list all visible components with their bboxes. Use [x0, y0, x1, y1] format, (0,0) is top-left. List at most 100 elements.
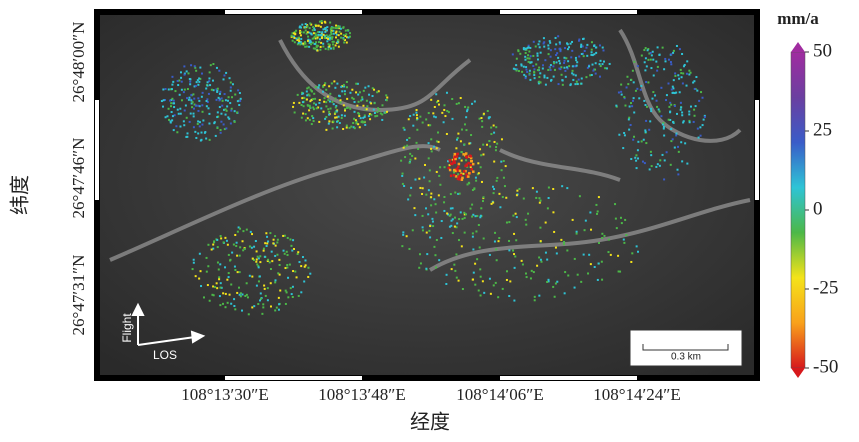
point: [308, 87, 310, 89]
point: [505, 165, 507, 167]
point: [364, 87, 366, 89]
point: [165, 88, 167, 90]
point: [527, 213, 529, 215]
point: [556, 52, 558, 54]
point: [623, 239, 625, 241]
point: [426, 253, 428, 255]
point: [454, 270, 456, 272]
point: [521, 71, 523, 73]
point: [513, 253, 515, 255]
point: [672, 138, 674, 140]
point: [472, 170, 475, 173]
point: [660, 115, 662, 117]
point: [222, 100, 224, 102]
point: [334, 117, 336, 119]
point: [653, 74, 655, 76]
point: [456, 153, 459, 156]
point: [472, 163, 475, 166]
point: [340, 28, 342, 30]
point: [173, 102, 175, 104]
point: [310, 33, 312, 35]
point: [305, 264, 307, 266]
point: [566, 187, 568, 189]
point: [300, 38, 302, 40]
colorbar-unit: mm/a: [777, 9, 819, 28]
point: [453, 174, 456, 177]
point: [301, 117, 303, 119]
point: [563, 67, 565, 69]
point: [220, 129, 222, 131]
point: [291, 293, 293, 295]
point: [525, 224, 527, 226]
point: [174, 90, 176, 92]
point: [508, 295, 510, 297]
point: [203, 296, 205, 298]
point: [514, 267, 516, 269]
point: [325, 89, 327, 91]
point: [274, 279, 276, 281]
point: [305, 29, 307, 31]
point: [299, 32, 301, 34]
point: [303, 97, 305, 99]
point: [564, 70, 566, 72]
point: [292, 40, 294, 42]
point: [362, 105, 364, 107]
point: [313, 120, 315, 122]
point: [199, 121, 201, 123]
point: [559, 62, 561, 64]
point: [220, 121, 222, 123]
point: [334, 112, 336, 114]
point: [624, 219, 626, 221]
point: [255, 261, 257, 263]
point: [441, 112, 443, 114]
point: [518, 70, 520, 72]
point: [347, 29, 349, 31]
point: [295, 30, 297, 32]
point: [274, 309, 276, 311]
point: [335, 27, 337, 29]
point: [547, 44, 549, 46]
point: [386, 99, 388, 101]
point: [543, 37, 545, 39]
point: [368, 85, 370, 87]
point: [325, 129, 327, 131]
point: [672, 86, 674, 88]
point: [457, 169, 460, 172]
point: [495, 149, 497, 151]
point: [429, 169, 431, 171]
point: [339, 31, 341, 33]
point: [351, 89, 353, 91]
point: [591, 41, 593, 43]
point: [351, 97, 353, 99]
x-tick-label: 108°13′48″E: [318, 385, 405, 404]
point: [309, 273, 311, 275]
point: [576, 65, 578, 67]
point: [186, 97, 188, 99]
point: [429, 236, 431, 238]
point: [704, 116, 706, 118]
point: [188, 97, 190, 99]
point: [299, 26, 301, 28]
point: [622, 147, 624, 149]
point: [703, 119, 705, 121]
point: [321, 36, 323, 38]
point: [326, 40, 328, 42]
point: [269, 232, 271, 234]
point: [438, 259, 440, 261]
point: [436, 147, 438, 149]
point: [244, 248, 246, 250]
point: [312, 98, 314, 100]
point: [439, 184, 441, 186]
point: [230, 90, 232, 92]
point: [216, 127, 218, 129]
point: [471, 204, 473, 206]
point: [364, 124, 366, 126]
point: [536, 53, 538, 55]
point: [277, 239, 279, 241]
point: [170, 102, 172, 104]
point: [320, 42, 322, 44]
point: [211, 249, 213, 251]
point: [325, 48, 327, 50]
point: [192, 268, 194, 270]
point: [566, 249, 568, 251]
